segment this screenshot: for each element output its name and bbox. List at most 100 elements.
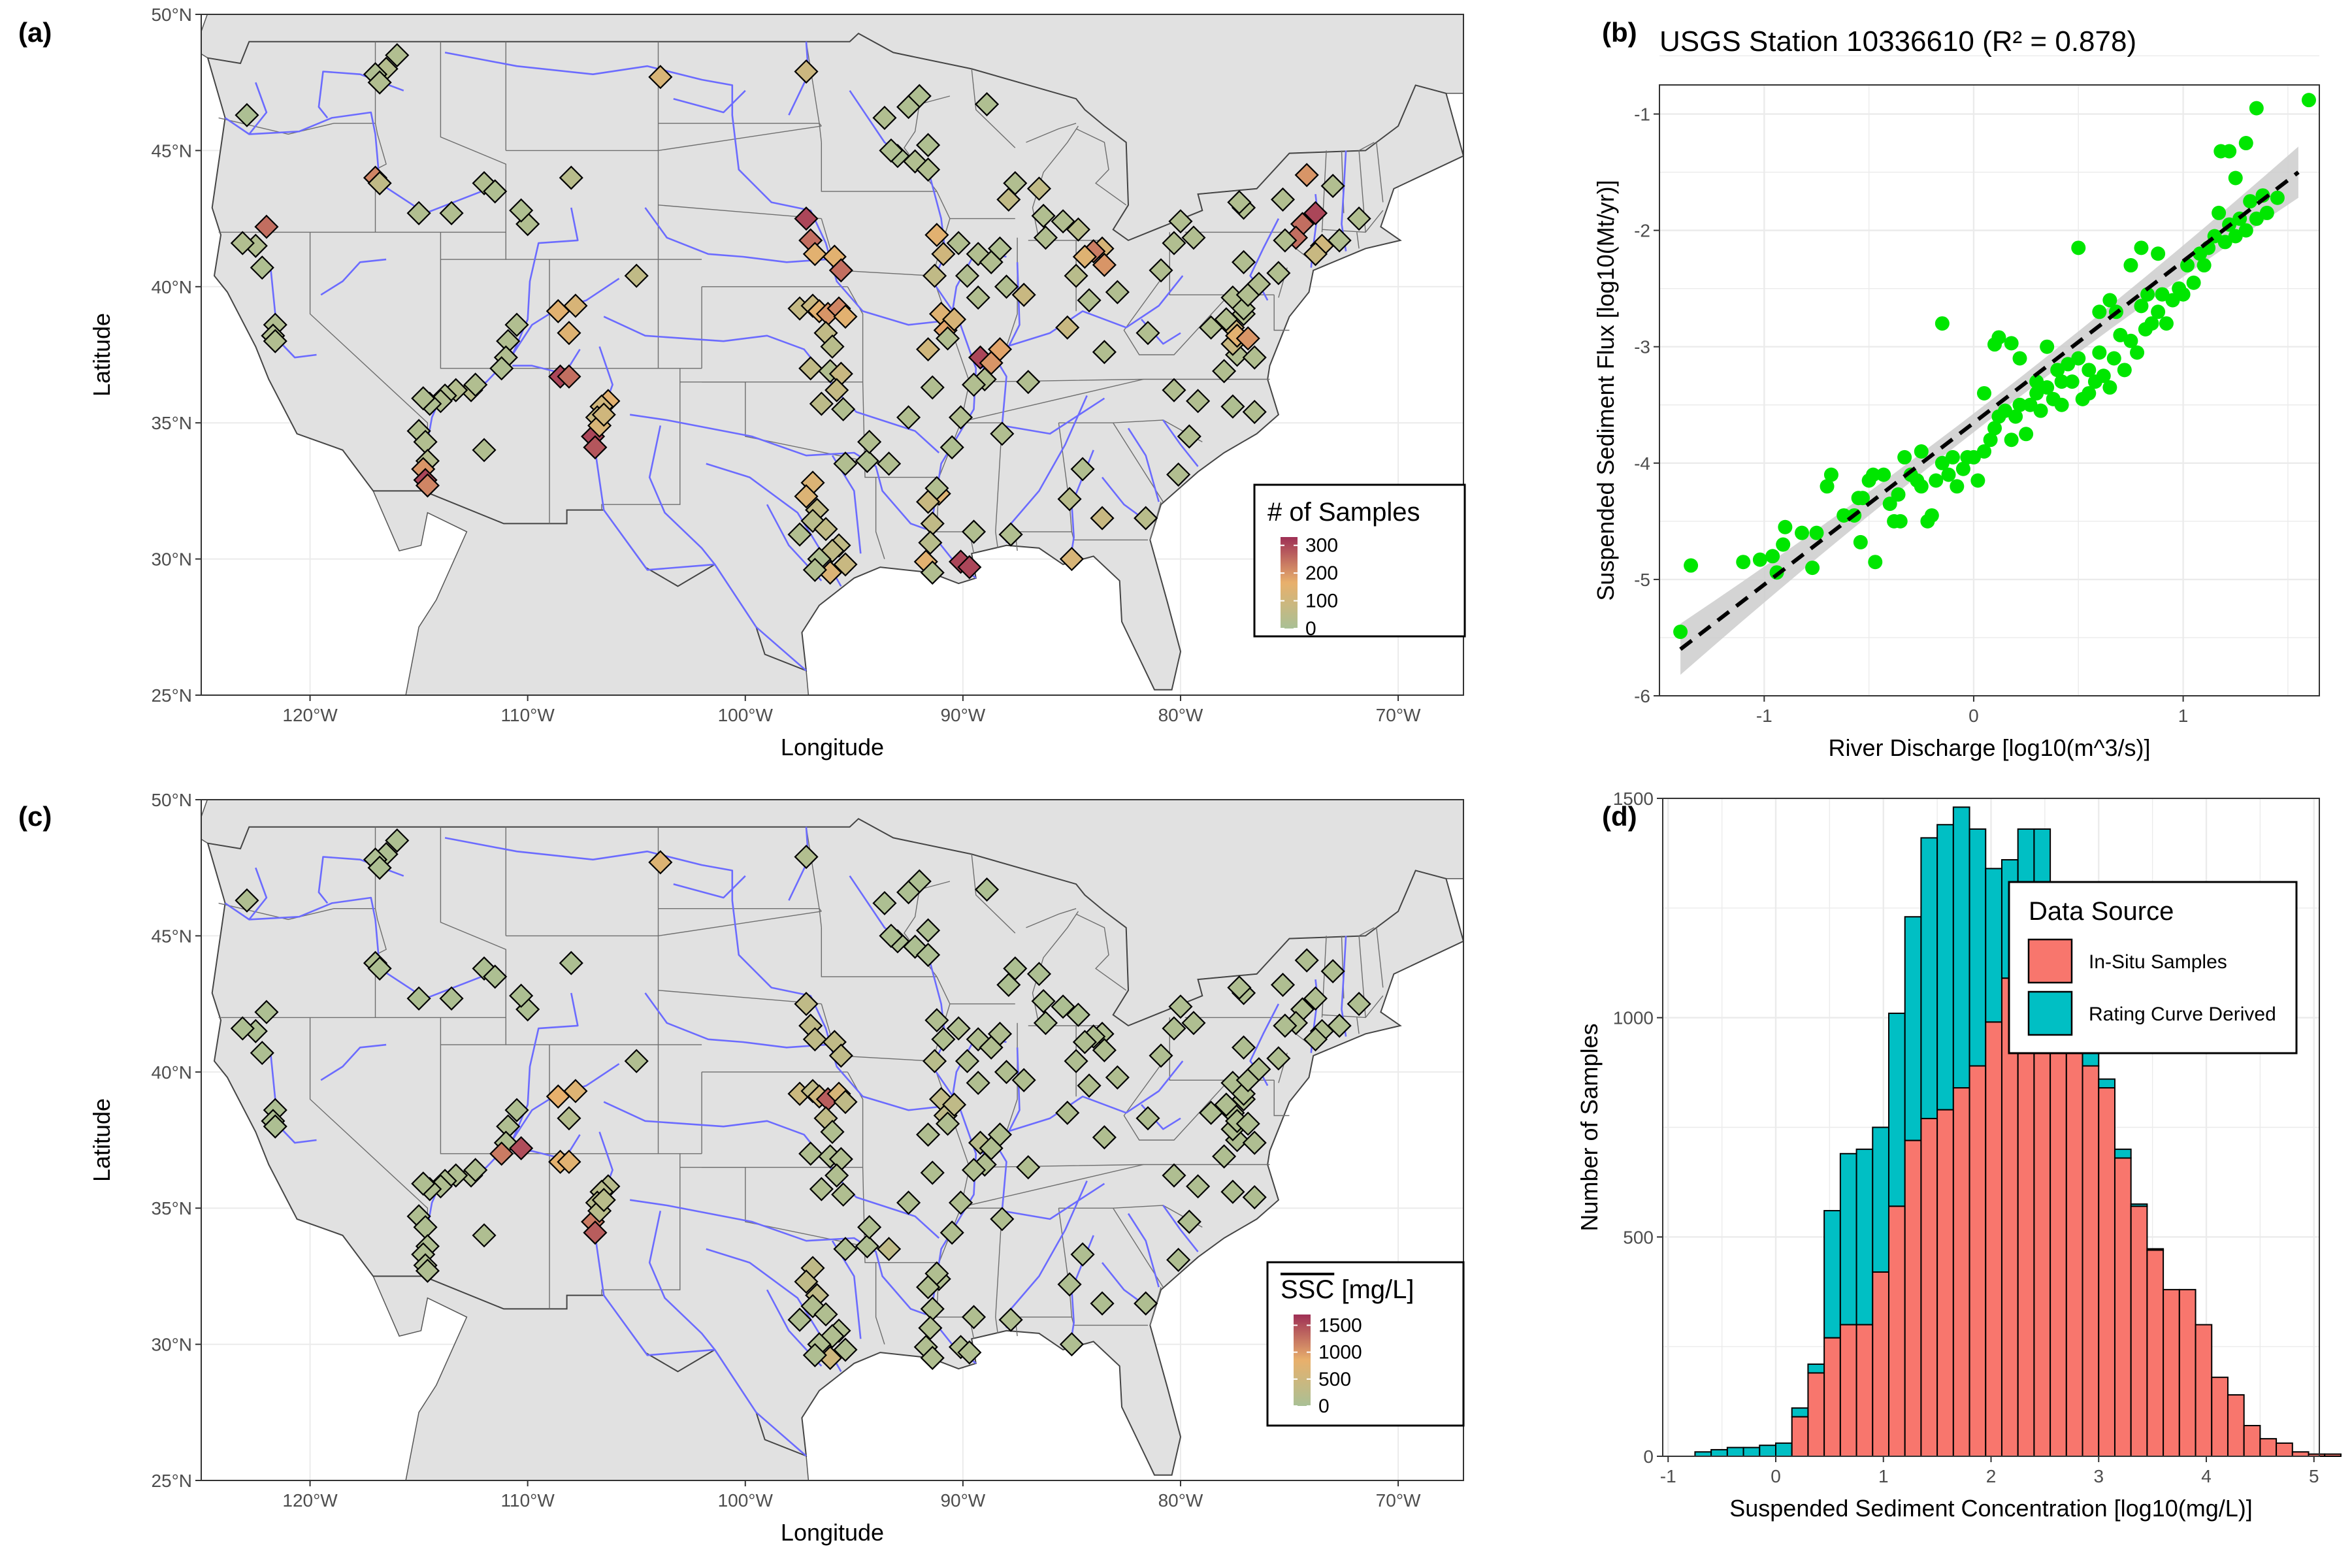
y-axis-title: Latitude bbox=[88, 1098, 115, 1182]
river-line bbox=[630, 1199, 926, 1316]
state-border bbox=[658, 911, 822, 937]
data-point bbox=[2134, 299, 2149, 314]
state-border bbox=[1376, 142, 1384, 203]
station-marker bbox=[961, 372, 987, 397]
station-marker bbox=[957, 1340, 982, 1365]
station-marker bbox=[1212, 1144, 1237, 1169]
bar-rating-curve bbox=[1823, 1210, 1841, 1339]
station-marker bbox=[1303, 1027, 1328, 1052]
station-marker bbox=[1212, 359, 1237, 384]
y-tick-label: 1500 bbox=[1613, 789, 1654, 809]
station-marker bbox=[504, 312, 529, 337]
river-line bbox=[1127, 1213, 1160, 1288]
station-marker bbox=[367, 171, 392, 195]
station-marker bbox=[924, 223, 949, 248]
legend-tick-label: 500 bbox=[1318, 1369, 1351, 1390]
data-point bbox=[1776, 537, 1791, 552]
legend-colorbar bbox=[1281, 537, 1298, 629]
station-marker bbox=[1270, 972, 1296, 997]
plot-title: USGS Station 10336610 (R² = 0.878) bbox=[1659, 25, 2136, 57]
data-point bbox=[2134, 240, 2149, 255]
data-point bbox=[2004, 336, 2019, 351]
bar-in-situ bbox=[2276, 1442, 2293, 1458]
station-marker bbox=[935, 326, 960, 351]
station-marker bbox=[1055, 1100, 1080, 1125]
scatter-panel-b: -1 0 1 -6 -5 -4 -3 -2 -1 River Discharge [log10(m… bbox=[1592, 17, 2320, 761]
station-marker bbox=[483, 964, 508, 989]
station-marker bbox=[955, 1049, 980, 1073]
station-marker bbox=[406, 986, 431, 1011]
station-marker bbox=[794, 59, 819, 84]
plot-frame bbox=[1659, 84, 2320, 696]
data-point bbox=[2144, 316, 2159, 331]
state-border bbox=[956, 378, 1144, 423]
station-marker bbox=[802, 557, 827, 582]
y-tick-label: -6 bbox=[1634, 686, 1650, 706]
panel-tag-a: (a) bbox=[18, 17, 52, 48]
river-line bbox=[224, 896, 489, 1000]
station-marker bbox=[994, 274, 1019, 299]
data-point bbox=[2259, 205, 2274, 220]
station-marker bbox=[877, 1237, 902, 1262]
station-marker bbox=[998, 522, 1023, 547]
river-line bbox=[630, 414, 926, 531]
histogram-panel-d: -1 0 1 2 3 4 5 0 500 1000 1500 Suspended Sediment C… bbox=[1576, 789, 2342, 1522]
station-marker bbox=[1016, 1155, 1041, 1180]
state-border bbox=[1058, 1207, 1164, 1288]
station-marker bbox=[1242, 345, 1267, 370]
station-marker bbox=[230, 1016, 255, 1041]
state-border bbox=[971, 69, 1016, 148]
color-legend-a: # of Samples 300 200 100 0 bbox=[1253, 483, 1466, 640]
data-point bbox=[1795, 525, 1810, 540]
state-border bbox=[971, 854, 1016, 934]
y-tick-label: 35°N bbox=[151, 1198, 192, 1218]
legend-label: In-Situ Samples bbox=[2089, 951, 2227, 973]
map-frame bbox=[201, 799, 1464, 1481]
bar-in-situ bbox=[2291, 1451, 2310, 1457]
data-point bbox=[2123, 333, 2138, 348]
station-marker bbox=[591, 402, 616, 427]
bar-in-situ bbox=[1936, 1109, 1954, 1457]
station-marker bbox=[463, 1158, 488, 1183]
x-tick-label: 120°W bbox=[282, 1490, 338, 1511]
state-border bbox=[1322, 995, 1384, 1019]
legend-tick-label: 0 bbox=[1318, 1396, 1330, 1417]
data-point bbox=[2155, 287, 2170, 302]
data-point bbox=[2029, 385, 2044, 400]
station-marker bbox=[1199, 315, 1224, 340]
data-point bbox=[1970, 473, 1985, 488]
station-marker bbox=[648, 850, 673, 875]
data-point bbox=[1935, 316, 1950, 331]
y-tick-label: 50°N bbox=[151, 790, 192, 810]
station-marker bbox=[1247, 1057, 1271, 1082]
river-line bbox=[1127, 427, 1160, 502]
station-marker bbox=[941, 1092, 967, 1117]
bar-in-situ bbox=[2146, 1249, 2164, 1458]
data-point bbox=[2238, 223, 2253, 238]
station-marker bbox=[923, 263, 947, 288]
histogram-legend: Data Source In-Situ Samples Rating Curve D… bbox=[2008, 881, 2298, 1054]
station-marker bbox=[235, 103, 259, 127]
station-marker bbox=[1294, 948, 1319, 973]
x-tick-label: -1 bbox=[1660, 1466, 1676, 1486]
state-border bbox=[956, 1164, 1144, 1209]
river-line bbox=[248, 82, 268, 135]
x-tick-label: 80°W bbox=[1158, 1490, 1203, 1511]
bar-rating-curve bbox=[1839, 1152, 1857, 1326]
station-marker bbox=[987, 236, 1013, 261]
station-marker bbox=[406, 201, 431, 225]
station-marker bbox=[509, 198, 534, 223]
station-marker bbox=[1168, 994, 1193, 1019]
station-marker bbox=[1166, 462, 1191, 487]
bar-in-situ bbox=[2065, 1047, 2083, 1458]
bar-rating-curve bbox=[2114, 1149, 2132, 1159]
station-marker bbox=[916, 337, 941, 362]
station-marker bbox=[1235, 1111, 1260, 1136]
river-line bbox=[224, 111, 489, 214]
state-border bbox=[1075, 913, 1127, 991]
state-border bbox=[821, 142, 937, 192]
data-point bbox=[1820, 479, 1835, 494]
map-panel-a: 120°W 110°W 100°W 90°W 80°W 70°W 50°N 45°N 40°N 3… bbox=[18, 5, 1466, 760]
bar-in-situ bbox=[1887, 1205, 1906, 1457]
data-point bbox=[2212, 205, 2227, 220]
